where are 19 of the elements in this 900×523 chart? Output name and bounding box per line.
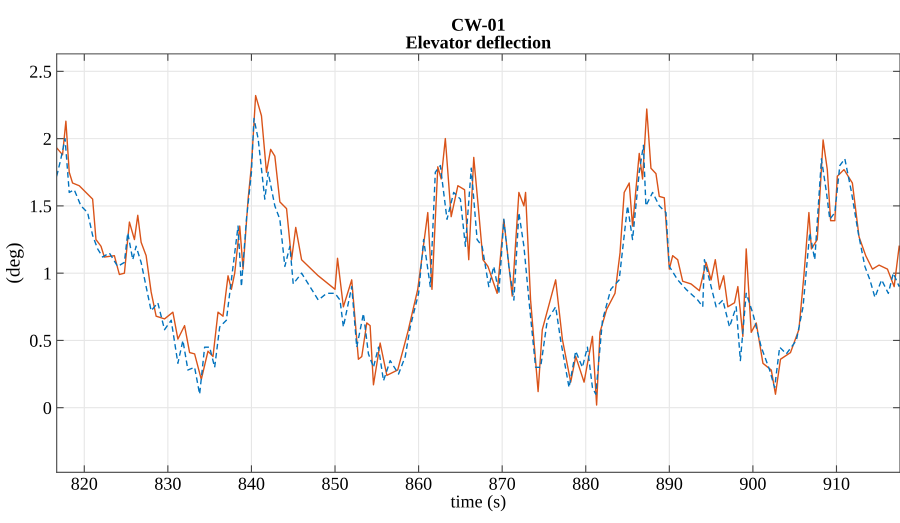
- x-tick-label: 830: [155, 478, 181, 490]
- y-tick-label: 1: [44, 268, 51, 280]
- x-tick-label: 890: [656, 478, 682, 490]
- x-tick-label: 820: [71, 478, 98, 490]
- x-tick-label: 900: [740, 478, 766, 490]
- y-tick-label: 2.5: [30, 66, 52, 78]
- y-axis-title: (deg): [6, 243, 24, 283]
- y-tick-label: 0: [44, 402, 52, 414]
- x-axis-title: time (s): [450, 494, 506, 512]
- y-tick-label: 1.5: [30, 200, 52, 212]
- x-tick-label: 870: [489, 478, 516, 490]
- x-tick-label: 840: [238, 478, 264, 490]
- x-tick-label: 880: [572, 478, 599, 490]
- chart-title: CW-01 Elevator deflection: [406, 18, 551, 48]
- y-tick-label: 0.5: [30, 334, 52, 347]
- x-tick-label: 910: [824, 478, 850, 490]
- x-tick-label: 850: [322, 478, 348, 490]
- y-tick-label: 2: [44, 132, 51, 145]
- x-tick-label: 860: [406, 478, 432, 490]
